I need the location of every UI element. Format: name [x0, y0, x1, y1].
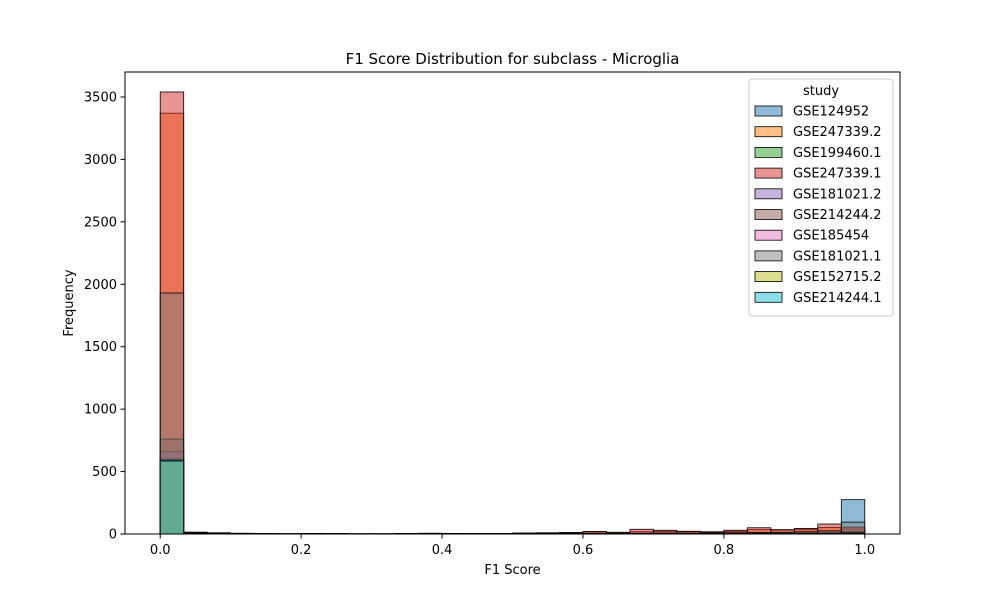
bar — [841, 522, 864, 534]
y-axis-label: Frequency — [62, 269, 77, 336]
legend-swatch — [755, 210, 782, 220]
legend-label: GSE124952 — [793, 105, 869, 120]
legend-swatch — [755, 127, 782, 137]
legend-label: GSE152715.2 — [793, 270, 882, 285]
legend-label: GSE181021.2 — [793, 187, 882, 202]
x-axis-label: F1 Score — [484, 563, 540, 578]
y-tick-label: 0 — [109, 528, 117, 543]
x-tick-label: 1.0 — [854, 543, 875, 558]
bar — [160, 460, 183, 534]
y-tick-label: 1500 — [84, 340, 117, 355]
legend-label: GSE247339.1 — [793, 167, 882, 182]
legend-swatch — [755, 272, 782, 282]
legend-swatch — [755, 189, 782, 199]
legend-label: GSE214244.2 — [793, 208, 882, 223]
legend-title: study — [803, 84, 839, 99]
y-tick-label: 2500 — [84, 215, 117, 230]
x-tick-label: 0.0 — [150, 543, 171, 558]
legend-swatch — [755, 230, 782, 240]
legend-label: GSE199460.1 — [793, 146, 882, 161]
legend-label: GSE181021.1 — [793, 249, 882, 264]
x-tick-label: 0.8 — [714, 543, 735, 558]
x-tick-label: 0.2 — [291, 543, 312, 558]
legend-label: GSE214244.1 — [793, 291, 882, 306]
y-tick-label: 500 — [92, 465, 117, 480]
y-tick-label: 3500 — [84, 90, 117, 105]
y-tick-label: 2000 — [84, 278, 117, 293]
legend-swatch — [755, 251, 782, 261]
legend-swatch — [755, 168, 782, 178]
legend-swatch — [755, 292, 782, 302]
legend-label: GSE247339.2 — [793, 125, 882, 140]
y-tick-label: 3000 — [84, 153, 117, 168]
legend-swatch — [755, 147, 782, 157]
legend: study GSE124952 GSE247339.2 GSE199460.1 GSE… — [749, 79, 893, 316]
chart-title: F1 Score Distribution for subclass - Mic… — [346, 50, 680, 68]
legend-swatch — [755, 106, 782, 116]
x-tick-label: 0.4 — [432, 543, 453, 558]
legend-label: GSE185454 — [793, 229, 869, 244]
x-tick-label: 0.6 — [573, 543, 594, 558]
y-tick-label: 1000 — [84, 403, 117, 418]
